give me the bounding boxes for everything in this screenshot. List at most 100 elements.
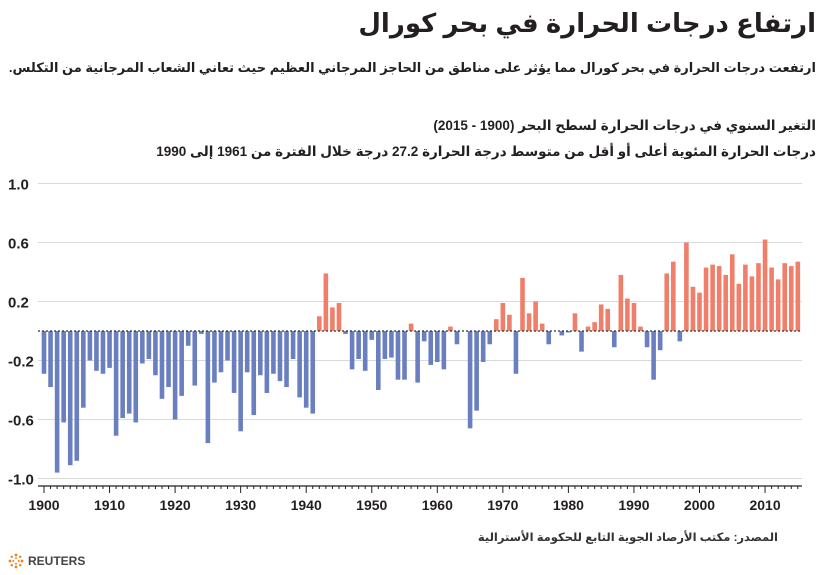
x-tick-label: 1970 [487, 497, 518, 513]
x-tick-label: 1910 [94, 497, 125, 513]
bar-1911 [113, 331, 119, 436]
source-note: المصدر: مكتب الأرصاد الجوية التابع للحكو… [477, 532, 778, 544]
bar-1955 [402, 331, 407, 380]
bar-1928 [225, 331, 230, 361]
x-tick-label: 1990 [618, 497, 649, 513]
bar-1949 [362, 331, 368, 371]
bar-2014 [788, 266, 794, 331]
bar-1915 [140, 331, 145, 364]
bar-1935 [271, 331, 276, 374]
bar-1979 [559, 331, 565, 336]
bar-1946 [343, 331, 348, 334]
reuters-wordmark: REUTERS [28, 554, 86, 568]
bar-1924 [199, 331, 204, 334]
bar-1994 [657, 331, 663, 351]
bar-2005 [729, 254, 735, 331]
bar-1996 [670, 261, 676, 331]
bar-1952 [382, 331, 388, 360]
bar-2002 [710, 264, 715, 331]
page-title: ارتفاع درجات الحرارة في بحر كورال [358, 8, 816, 38]
x-tick-label: 2000 [684, 497, 715, 513]
bar-1917 [153, 331, 158, 376]
bar-1967 [480, 331, 486, 362]
bar-1902 [54, 331, 60, 473]
bar-1904 [67, 331, 73, 466]
bar-1930 [238, 331, 243, 432]
bar-1913 [126, 331, 132, 414]
bar-1939 [297, 331, 302, 398]
x-tick-label: 1960 [422, 497, 453, 513]
bar-1990 [631, 302, 637, 331]
bar-1919 [166, 331, 171, 388]
bar-1951 [376, 331, 381, 390]
bar-1999 [690, 286, 696, 331]
bar-2011 [769, 267, 774, 331]
bar-2013 [782, 263, 788, 331]
bar-1992 [644, 331, 650, 348]
bar-1927 [218, 331, 224, 373]
bar-2010 [762, 239, 768, 331]
x-tick-label: 2010 [749, 497, 780, 513]
bar-1993 [651, 331, 656, 380]
bar-1925 [205, 331, 211, 444]
bar-1977 [546, 331, 552, 345]
bar-1941 [310, 331, 316, 414]
bar-1910 [107, 331, 112, 368]
bar-1938 [290, 331, 296, 360]
bar-1947 [349, 331, 355, 370]
y-tick-label: -0.2 [8, 354, 34, 371]
bar-1918 [159, 331, 165, 399]
y-tick-label: -1.0 [8, 472, 34, 489]
bar-2003 [716, 266, 722, 331]
bar-2000 [697, 292, 702, 331]
bar-1914 [133, 331, 139, 423]
x-tick-label: 1940 [291, 497, 322, 513]
bar-1909 [100, 331, 106, 374]
bar-1960 [435, 331, 440, 362]
bar-1931 [244, 331, 250, 373]
bar-1962 [448, 326, 453, 331]
bar-1921 [179, 331, 184, 396]
bar-1940 [303, 331, 309, 408]
y-tick-label: 0.2 [8, 295, 29, 312]
bar-1963 [454, 331, 460, 345]
x-tick-label: 1920 [160, 497, 191, 513]
bar-2006 [736, 283, 742, 331]
y-tick-label: -0.6 [8, 413, 34, 430]
bar-1905 [74, 331, 80, 461]
bar-1988 [618, 274, 624, 331]
bar-1998 [684, 242, 689, 331]
page-subtitle: ارتفعت درجات الحرارة في بحر كورال مما يؤ… [8, 60, 816, 75]
reuters-logo: REUTERS [8, 553, 85, 569]
bar-1983 [585, 326, 591, 331]
bar-1903 [61, 331, 66, 423]
bar-2015 [795, 261, 801, 331]
bar-1974 [526, 313, 532, 331]
bar-1991 [638, 326, 643, 331]
bar-1933 [258, 331, 263, 376]
bar-2004 [723, 274, 729, 331]
bar-1920 [172, 331, 178, 420]
bar-1980 [566, 331, 571, 333]
bar-1969 [493, 319, 499, 331]
bar-1989 [625, 298, 630, 331]
bar-1900 [41, 331, 47, 374]
bar-1932 [251, 331, 257, 416]
reuters-dots-icon [8, 553, 24, 569]
x-tick-label: 1900 [28, 497, 59, 513]
bar-1923 [192, 331, 198, 386]
bar-1943 [323, 273, 329, 331]
bar-1968 [487, 331, 493, 345]
bar-1997 [677, 331, 683, 342]
bar-1973 [520, 277, 525, 331]
bar-1944 [330, 307, 335, 331]
bar-1948 [356, 331, 361, 360]
bar-1957 [415, 331, 420, 383]
bar-1901 [48, 331, 53, 388]
chart-title: التغير السنوي في درجات الحرارة لسطح البح… [433, 118, 816, 133]
bar-1929 [231, 331, 237, 393]
bar-1975 [533, 301, 538, 331]
bar-1908 [94, 331, 99, 371]
bar-1934 [264, 331, 270, 393]
